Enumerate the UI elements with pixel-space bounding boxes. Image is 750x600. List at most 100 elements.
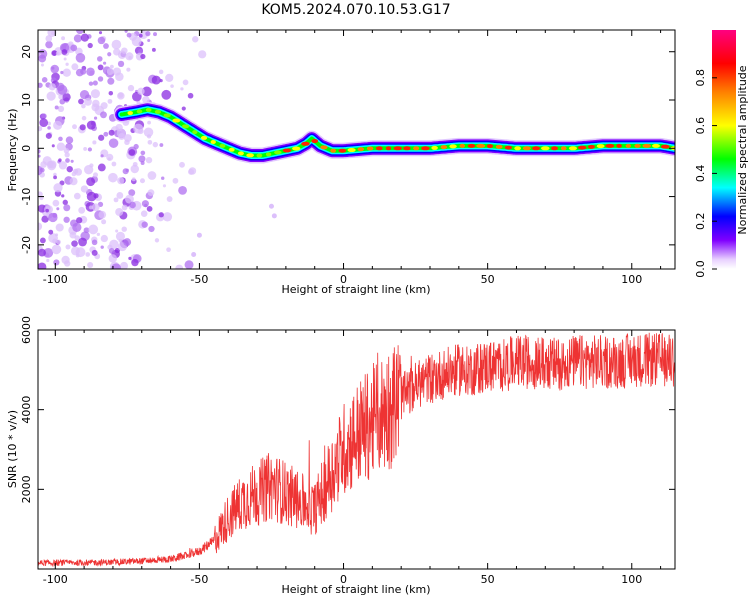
noise-speckle [140,161,145,165]
noise-speckle [56,207,60,211]
noise-speckle [123,238,132,247]
noise-speckle [184,260,194,269]
colorbar-tick-label: 0.4 [694,165,707,183]
noise-speckle [98,134,105,141]
ridge-hotspot [421,146,430,151]
spectrogram-x-label: Height of straight line (km) [281,283,430,296]
noise-speckle [124,30,128,33]
noise-speckle [154,238,160,243]
noise-speckle [101,219,107,225]
noise-speckle [61,49,68,55]
ridge-hotspot [504,145,512,150]
noise-speckle [52,199,60,207]
noise-speckle [87,42,93,49]
noise-speckle [188,168,195,175]
noise-speckle [61,36,66,41]
noise-speckle [86,191,97,202]
snr-x-tick-label: 50 [481,573,495,586]
noise-speckle [59,43,70,53]
noise-speckle [38,165,43,176]
noise-speckle [53,183,63,193]
noise-speckle [38,204,47,213]
noise-speckle [143,127,154,138]
noise-speckle [138,155,146,163]
noise-speckle [65,136,74,144]
noise-speckle [55,51,60,56]
noise-speckle [128,256,132,260]
noise-speckle [72,222,82,233]
noise-speckle [196,232,202,238]
noise-speckle [117,60,125,68]
noise-speckle [133,123,144,134]
noise-speckle [92,140,97,145]
noise-speckle [48,229,54,235]
spectrogram-frame [37,29,676,270]
noise-speckle [126,32,132,38]
noise-speckle [70,246,80,256]
snr-y-tick-label: 2000 [20,475,33,503]
ridge-hotspot [449,144,457,149]
noise-speckle [180,87,184,91]
spectrogram-y-tick-label: 10 [20,93,33,107]
ridge-hotspot [347,148,356,153]
noise-speckle [38,222,43,231]
noise-speckle [73,192,81,200]
noise-speckle [89,205,93,210]
noise-speckle [100,102,108,110]
noise-speckle [126,67,131,72]
noise-speckle [130,164,139,174]
spectrogram-y-tick-label: 0 [20,145,33,152]
noise-speckle [54,105,59,110]
noise-speckle [74,168,83,176]
ridge-hotspot [459,143,465,148]
noise-speckle [86,120,96,130]
noise-speckle [158,69,164,75]
noise-speckle [127,84,135,92]
noise-speckle [69,177,78,186]
ridge-hotspot [256,153,263,158]
ridge-hotspot [431,145,438,150]
noise-speckle [142,96,150,104]
ridge-hotspot [642,143,652,148]
noise-speckle [118,133,126,140]
noise-speckle [103,61,107,65]
noise-speckle [191,252,197,258]
noise-speckle [137,87,145,95]
noise-speckle [70,159,74,163]
noise-speckle [158,212,164,218]
noise-speckle [48,212,58,223]
noise-speckle [65,62,69,66]
noise-speckle [81,103,86,109]
noise-speckle [129,201,136,209]
ridge-hotspot [311,139,319,144]
noise-speckle [86,67,95,77]
noise-speckle [79,90,90,100]
noise-speckle [43,247,54,258]
noise-speckle [115,207,124,217]
snr-panel: -100 -50 0 50 100 2000 4000 6000 Height of stra… [6,316,676,596]
colorbar-ticks: 0.0 0.2 0.4 0.6 0.8 [694,69,717,278]
noise-speckle [107,98,113,104]
ridge-hotspot [246,153,254,158]
ridge-hotspot [413,146,420,151]
noise-speckle [108,129,115,136]
noise-speckle [56,239,61,245]
noise-speckle [141,200,149,208]
spectrogram-y-tick-label: -20 [20,236,33,254]
noise-speckle [75,68,84,77]
spectrogram-x-tick-label: 0 [340,273,347,286]
noise-speckle [81,115,87,121]
noise-speckle [141,221,148,228]
ridge-hotspot [568,146,578,151]
noise-speckle [93,172,99,178]
noise-speckle [56,82,65,92]
ridge-hotspot [172,118,181,123]
noise-speckle [151,47,156,52]
noise-speckle [48,83,56,91]
ridge-hotspot [265,152,272,157]
noise-speckle [48,233,58,243]
spectrogram-y-tick-label: 20 [20,45,33,59]
snr-x-tick-label: 100 [621,573,642,586]
ridge-hotspot [210,140,216,145]
noise-speckle [97,163,106,172]
